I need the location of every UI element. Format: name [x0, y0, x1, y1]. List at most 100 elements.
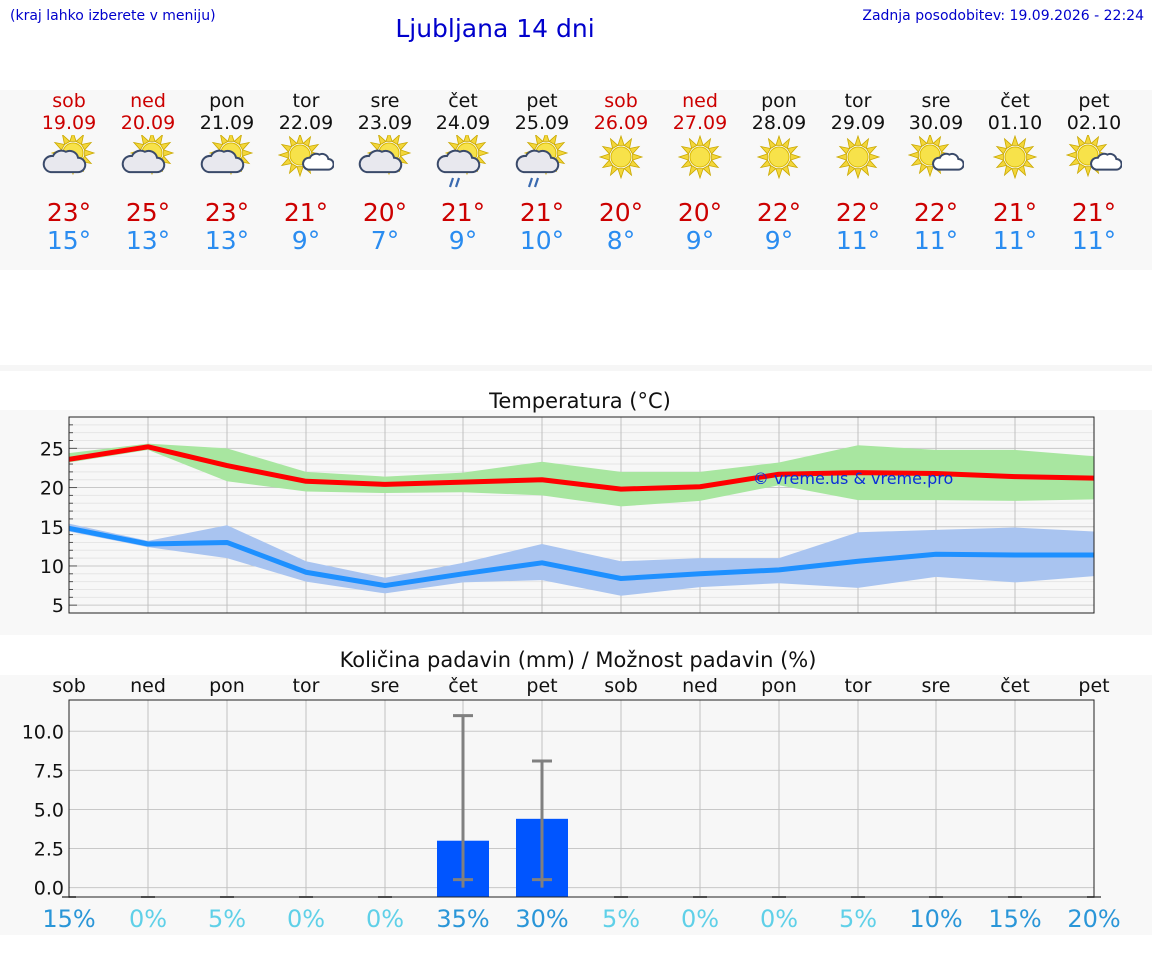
day-date: 23.09	[357, 112, 413, 134]
day-name: pet	[526, 90, 558, 112]
day-name: pon	[209, 90, 245, 112]
precipitation-day-label: sre	[922, 675, 951, 697]
precipitation-day-label: ned	[682, 675, 718, 697]
sun-icon	[593, 134, 649, 197]
precipitation-day-label: sob	[604, 675, 638, 697]
precipitation-day-label: čet	[448, 675, 478, 697]
day-name: ned	[130, 90, 166, 112]
day-min-temperature: 13°	[204, 226, 250, 255]
day-column: pon 21.09	[188, 90, 266, 134]
day-name: pet	[1078, 90, 1110, 112]
precipitation-y-tick-label: 7.5	[34, 760, 64, 782]
precipitation-day-label: tor	[845, 675, 872, 697]
precipitation-probability-label: 0%	[129, 905, 167, 933]
day-max-temperature: 20°	[677, 198, 723, 227]
day-column: čet 01.10	[976, 90, 1054, 134]
day-date: 24.09	[435, 112, 491, 134]
precipitation-y-tick-label: 2.5	[34, 839, 64, 861]
precipitation-y-tick-label: 10.0	[22, 721, 64, 743]
temperature-y-tick-label: 25	[40, 438, 64, 460]
precipitation-day-label: sob	[52, 675, 86, 697]
sun-icon	[751, 134, 807, 197]
sun-icon	[672, 134, 728, 197]
temperature-y-tick-label: 20	[40, 478, 64, 500]
precipitation-plot-frame	[68, 699, 1095, 898]
day-date: 02.10	[1066, 112, 1122, 134]
day-min-temperature: 10°	[519, 226, 565, 255]
sun-icon	[987, 134, 1043, 197]
day-column: tor 29.09	[819, 90, 897, 134]
day-min-temperature: 15°	[46, 226, 92, 255]
day-min-temperature: 13°	[125, 226, 171, 255]
day-date: 22.09	[278, 112, 334, 134]
day-date: 19.09	[41, 112, 97, 134]
precipitation-day-label: pon	[209, 675, 245, 697]
precipitation-probability-label: 5%	[208, 905, 246, 933]
precipitation-plot-area	[69, 700, 1094, 897]
day-date: 25.09	[514, 112, 570, 134]
day-name: sob	[52, 90, 86, 112]
day-max-temperature: 20°	[598, 198, 644, 227]
divider	[0, 365, 1152, 371]
day-name: ned	[682, 90, 718, 112]
day-column: ned 27.09	[661, 90, 739, 134]
day-date: 20.09	[120, 112, 176, 134]
day-max-temperature: 21°	[283, 198, 329, 227]
temperature-y-tick-label: 15	[40, 517, 64, 539]
precipitation-y-tick-label: 5.0	[34, 799, 64, 821]
day-name: čet	[448, 90, 478, 112]
location-hint: (kraj lahko izberete v meniju)	[10, 8, 216, 24]
day-name: pon	[761, 90, 797, 112]
day-min-temperature: 7°	[370, 226, 400, 255]
temperature-y-tick-label: 10	[40, 556, 64, 578]
day-column: tor 22.09	[267, 90, 345, 134]
temperature-chart: Temperatura (°C) 5 10 15 20 25 © vreme.us & …	[40, 389, 1095, 617]
day-column: sre 30.09	[897, 90, 975, 134]
day-max-temperature: 21°	[519, 198, 565, 227]
day-column: pon 28.09	[740, 90, 818, 134]
precipitation-probability-label: 0%	[366, 905, 404, 933]
day-min-temperature: 9°	[291, 226, 321, 255]
day-name: čet	[1000, 90, 1030, 112]
day-min-temperature: 11°	[835, 226, 881, 255]
precipitation-day-label: čet	[1000, 675, 1030, 697]
day-max-temperature: 22°	[835, 198, 881, 227]
day-min-temperature: 11°	[913, 226, 959, 255]
day-column: sre 23.09	[346, 90, 424, 134]
day-min-temperature: 9°	[764, 226, 794, 255]
sun-cloud-icon	[120, 130, 176, 197]
day-min-temperature: 11°	[1071, 226, 1117, 255]
precipitation-chart-title: Količina padavin (mm) / Možnost padavin …	[340, 648, 817, 672]
precipitation-probability-label: 0%	[681, 905, 719, 933]
sun-small-cloud-icon	[907, 132, 965, 197]
precipitation-probability-label: 35%	[436, 905, 489, 933]
day-max-temperature: 23°	[204, 198, 250, 227]
day-max-temperature: 20°	[362, 198, 408, 227]
temperature-y-tick-label: 5	[52, 595, 64, 617]
precipitation-probability-label: 10%	[909, 905, 962, 933]
day-min-temperature: 11°	[992, 226, 1038, 255]
day-max-temperature: 22°	[913, 198, 959, 227]
sun-small-cloud-icon	[277, 132, 335, 197]
sun-cloud-icon	[41, 130, 97, 197]
sun-icon	[830, 134, 886, 197]
precipitation-probability-label: 0%	[287, 905, 325, 933]
day-date: 21.09	[199, 112, 255, 134]
day-date: 29.09	[830, 112, 886, 134]
temperature-plot-frame	[68, 416, 1095, 614]
page-title: Ljubljana 14 dni	[395, 14, 595, 43]
precipitation-probability-label: 15%	[988, 905, 1041, 933]
day-name: sre	[921, 90, 951, 112]
sun-cloud-rain-icon	[514, 130, 570, 197]
sun-small-cloud-icon	[1065, 132, 1123, 197]
day-max-temperature: 21°	[992, 198, 1038, 227]
day-column: čet 24.09	[424, 90, 502, 134]
precipitation-probability-label: 20%	[1067, 905, 1120, 933]
sun-cloud-icon	[199, 130, 255, 197]
precipitation-probability-label: 5%	[602, 905, 640, 933]
precipitation-day-label: sre	[371, 675, 400, 697]
day-column: ned 20.09	[109, 90, 187, 134]
day-name: tor	[292, 90, 320, 112]
sun-cloud-icon	[357, 130, 413, 197]
daily-forecast-band	[0, 90, 1152, 270]
